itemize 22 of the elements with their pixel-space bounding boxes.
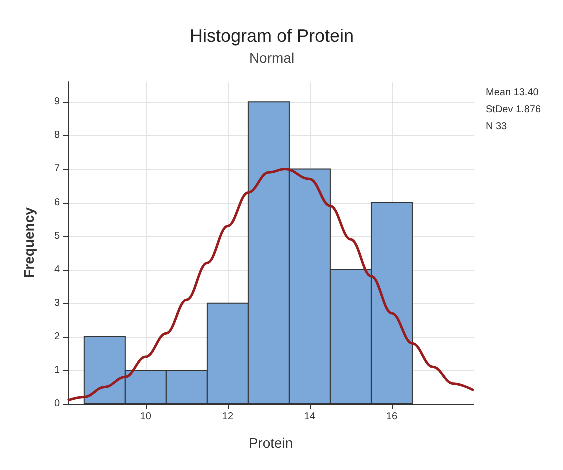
y-tick-label: 9 [54,96,60,108]
y-tick-label: 8 [54,130,60,142]
y-tick-label: 7 [54,164,60,175]
line-series [66,168,476,402]
y-tick-label: 4 [54,264,60,276]
x-tick-label: 10 [140,412,152,422]
y-tick-label: 2 [54,331,60,342]
y-axis-title: Frequency [21,207,37,278]
y-tick-label: 1 [54,364,60,376]
y-tick-label: 6 [54,197,60,208]
x-axis-title: Protein [248,435,294,451]
y-tick-label: 5 [54,230,60,242]
y-tick-label: 0 [54,398,60,410]
text: N 33 [486,122,508,132]
y-tick-label: 3 [54,298,60,309]
x-tick-label: 16 [386,412,398,422]
text: Mean 13.40 [486,88,540,98]
x-tick-label: 12 [222,412,234,422]
text: StDev 1.876 [486,104,542,116]
chart-title: Histogram of Protein [190,26,354,46]
chart-subtitle: Normal [249,50,295,66]
x-tick-label: 14 [304,412,316,422]
